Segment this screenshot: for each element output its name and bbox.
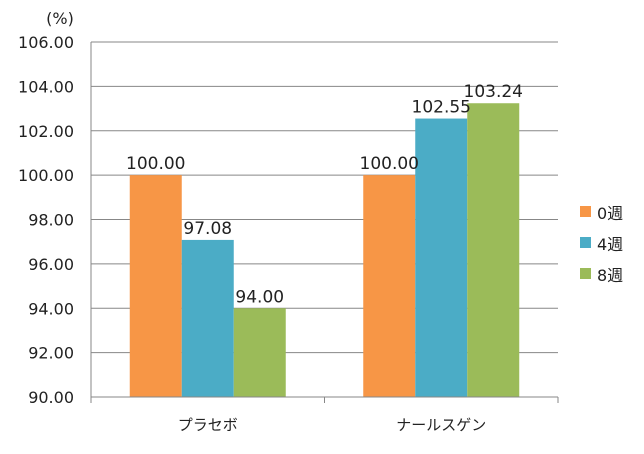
legend-swatch	[580, 268, 591, 279]
bar	[233, 308, 286, 397]
y-tick-label: 98.00	[28, 211, 74, 230]
data-label: 100.00	[126, 154, 185, 174]
y-tick-label: 106.00	[18, 33, 74, 52]
data-label: 102.55	[412, 98, 471, 118]
legend: 0週 4週 8週	[580, 196, 623, 289]
y-tick-label: 100.00	[18, 166, 74, 185]
bar	[129, 175, 182, 397]
legend-swatch	[580, 237, 591, 248]
y-tick-labels: 90.00 92.00 94.00 96.00 98.00 100.00 102.00 104…	[18, 33, 74, 407]
y-tick-label: 94.00	[28, 299, 74, 318]
y-tick-label: 102.00	[18, 122, 74, 141]
legend-swatch	[580, 206, 591, 217]
y-tick-label: 104.00	[18, 77, 74, 96]
data-label: 94.00	[235, 287, 284, 307]
legend-item: 0週	[580, 196, 623, 227]
x-category-label: ナールスゲン	[396, 416, 486, 434]
legend-item: 8週	[580, 258, 623, 289]
x-category-labels: プラセボ ナールスゲン	[178, 416, 487, 434]
axes	[90, 42, 559, 403]
data-label: 97.08	[183, 219, 232, 239]
legend-label: 0週	[597, 203, 624, 223]
y-tick-label: 90.00	[28, 388, 74, 407]
y-tick-label: 92.00	[28, 344, 74, 363]
bar	[415, 118, 468, 397]
legend-label: 4週	[597, 234, 624, 254]
bar	[467, 103, 520, 398]
y-unit-label: (%)	[46, 9, 74, 28]
legend-label: 8週	[597, 265, 624, 285]
bars	[129, 103, 520, 398]
bar	[181, 239, 234, 397]
x-category-label: プラセボ	[178, 416, 238, 434]
bar	[363, 175, 416, 397]
data-label: 103.24	[464, 82, 523, 102]
y-tick-label: 96.00	[28, 255, 74, 274]
legend-item: 4週	[580, 227, 623, 258]
data-label: 100.00	[360, 154, 419, 174]
